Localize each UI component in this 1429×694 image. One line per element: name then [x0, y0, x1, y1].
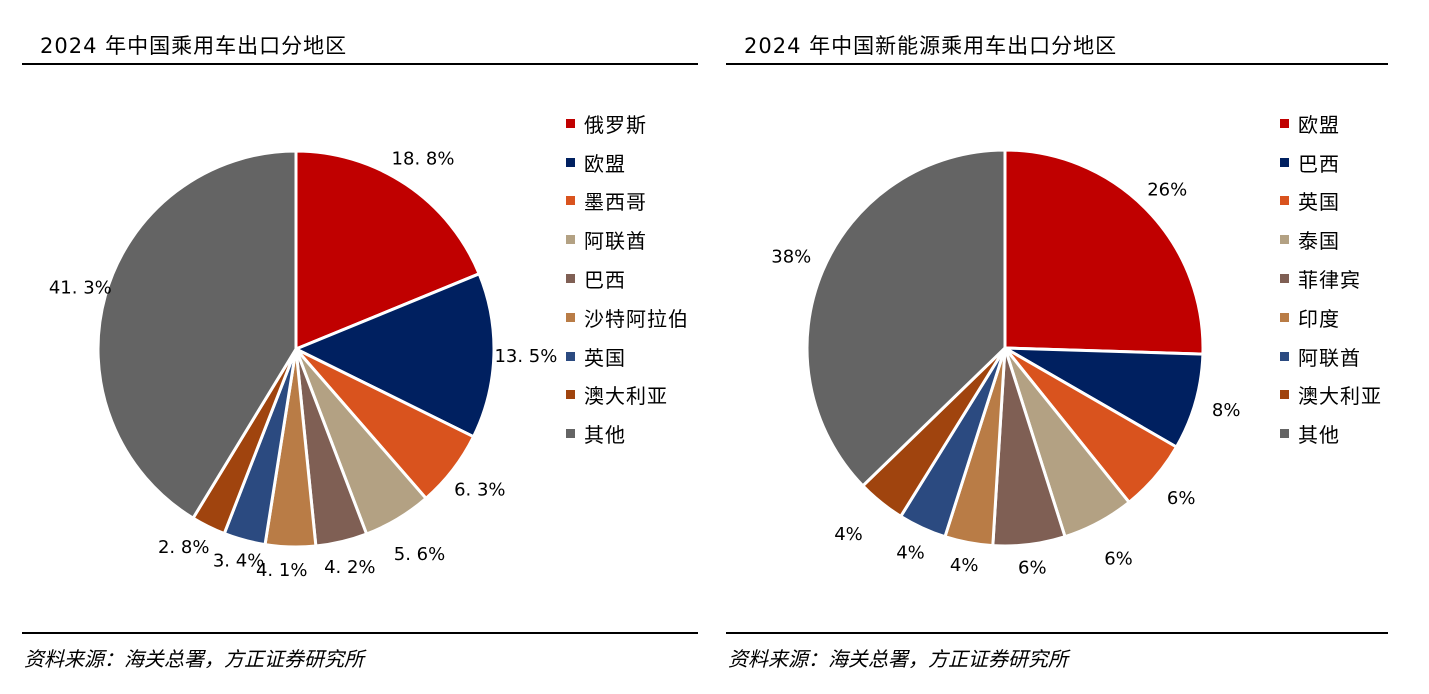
- legend-swatch: [566, 196, 575, 206]
- slice-value-label: 4. 1%: [256, 560, 307, 581]
- pie-slice: [294, 272, 496, 439]
- slice-value-label: 6%: [1167, 488, 1196, 509]
- chart-panel-passenger-exports: 2024 年中国乘用车出口分地区 18. 8% 13. 5% 6. 3% 5. 6% 4…: [22, 0, 698, 694]
- slice-value-label: 4%: [834, 524, 863, 545]
- slice-value-label: 6%: [1104, 548, 1133, 569]
- legend-label: 阿联酋: [584, 229, 647, 254]
- footer-rule: [726, 632, 1388, 634]
- legend-item: 英国: [566, 337, 689, 376]
- legend-swatch: [566, 274, 575, 284]
- legend-swatch: [566, 390, 575, 400]
- legend-label: 澳大利亚: [584, 384, 668, 409]
- legend-label: 印度: [1298, 306, 1340, 331]
- legend-label: 沙特阿拉伯: [584, 306, 689, 331]
- chart-legend: 俄罗斯欧盟墨西哥阿联酋巴西沙特阿拉伯英国澳大利亚其他: [566, 104, 689, 453]
- legend-swatch: [566, 351, 575, 361]
- legend-label: 澳大利亚: [1298, 384, 1382, 409]
- legend-item: 巴西: [566, 259, 689, 298]
- legend-label: 英国: [1298, 190, 1340, 215]
- legend-label: 其他: [584, 423, 626, 448]
- legend-item: 澳大利亚: [566, 376, 689, 415]
- slice-value-label: 4. 2%: [324, 557, 375, 578]
- pie-slice: [1003, 148, 1205, 356]
- slice-value-label: 38%: [771, 247, 811, 268]
- legend-item: 其他: [1280, 414, 1382, 453]
- legend-item: 其他: [566, 414, 689, 453]
- pie-slice: [1003, 346, 1205, 449]
- slice-value-label: 8%: [1212, 400, 1241, 421]
- chart-panel-nev-exports: 2024 年中国新能源乘用车出口分地区 26% 8% 6% 6% 6% 4% 4% 4% 38%…: [726, 0, 1388, 694]
- legend-swatch: [1280, 157, 1289, 167]
- slice-value-label: 4%: [896, 542, 925, 563]
- legend-label: 欧盟: [584, 151, 626, 176]
- legend-item: 沙特阿拉伯: [566, 298, 689, 337]
- pie-slice: [96, 149, 298, 520]
- legend-label: 泰国: [1298, 229, 1340, 254]
- pie-slice: [805, 148, 1007, 488]
- slice-value-label: 4%: [950, 555, 979, 576]
- legend-item: 菲律宾: [1280, 259, 1382, 298]
- legend-swatch: [1280, 312, 1289, 322]
- legend-label: 英国: [584, 345, 626, 370]
- legend-swatch: [566, 157, 575, 167]
- legend-label: 俄罗斯: [584, 112, 647, 137]
- legend-swatch: [1280, 274, 1289, 284]
- legend-swatch: [1280, 118, 1289, 128]
- legend-item: 欧盟: [566, 143, 689, 182]
- legend-swatch: [566, 118, 575, 128]
- slice-value-label: 41. 3%: [49, 278, 112, 299]
- footer-rule: [22, 632, 698, 634]
- legend-item: 俄罗斯: [566, 104, 689, 143]
- pie-chart: 18. 8% 13. 5% 6. 3% 5. 6% 4. 2% 4. 1%3. 4%2. …: [49, 149, 558, 581]
- legend-swatch: [1280, 390, 1289, 400]
- legend-swatch: [566, 235, 575, 245]
- legend-swatch: [566, 312, 575, 322]
- slice-value-label: 3. 4%: [213, 550, 264, 571]
- legend-label: 阿联酋: [1298, 345, 1361, 370]
- legend-item: 阿联酋: [1280, 337, 1382, 376]
- pie-chart: 26% 8% 6% 6% 6% 4% 4% 4% 38%: [771, 148, 1241, 578]
- slice-value-label: 6%: [1018, 557, 1047, 578]
- chart-title: 2024 年中国新能源乘用车出口分地区: [744, 34, 1118, 58]
- legend-swatch: [566, 429, 575, 439]
- chart-title: 2024 年中国乘用车出口分地区: [40, 34, 348, 58]
- legend-swatch: [1280, 196, 1289, 206]
- legend-swatch: [1280, 351, 1289, 361]
- title-rule: [22, 63, 698, 65]
- chart-legend: 欧盟巴西英国泰国菲律宾印度阿联酋澳大利亚其他: [1280, 104, 1382, 453]
- legend-label: 菲律宾: [1298, 268, 1361, 293]
- legend-label: 巴西: [584, 268, 626, 293]
- legend-label: 墨西哥: [584, 190, 647, 215]
- legend-label: 巴西: [1298, 151, 1340, 176]
- legend-item: 巴西: [1280, 143, 1382, 182]
- pie-slice: [294, 149, 481, 351]
- slice-value-label: 5. 6%: [394, 544, 445, 565]
- legend-item: 泰国: [1280, 220, 1382, 259]
- slice-value-label: 18. 8%: [392, 149, 455, 170]
- source-note: 资料来源：海关总署，方正证券研究所: [24, 647, 364, 671]
- slice-value-label: 13. 5%: [494, 346, 557, 367]
- slice-value-label: 6. 3%: [454, 480, 505, 501]
- title-rule: [726, 63, 1388, 65]
- legend-item: 印度: [1280, 298, 1382, 337]
- source-note: 资料来源：海关总署，方正证券研究所: [728, 647, 1068, 671]
- slice-value-label: 26%: [1147, 180, 1187, 201]
- legend-item: 墨西哥: [566, 182, 689, 221]
- legend-item: 欧盟: [1280, 104, 1382, 143]
- legend-label: 其他: [1298, 423, 1340, 448]
- legend-label: 欧盟: [1298, 112, 1340, 137]
- slice-value-label: 2. 8%: [158, 537, 209, 558]
- legend-swatch: [1280, 235, 1289, 245]
- legend-item: 澳大利亚: [1280, 376, 1382, 415]
- legend-item: 阿联酋: [566, 220, 689, 259]
- legend-item: 英国: [1280, 182, 1382, 221]
- legend-swatch: [1280, 429, 1289, 439]
